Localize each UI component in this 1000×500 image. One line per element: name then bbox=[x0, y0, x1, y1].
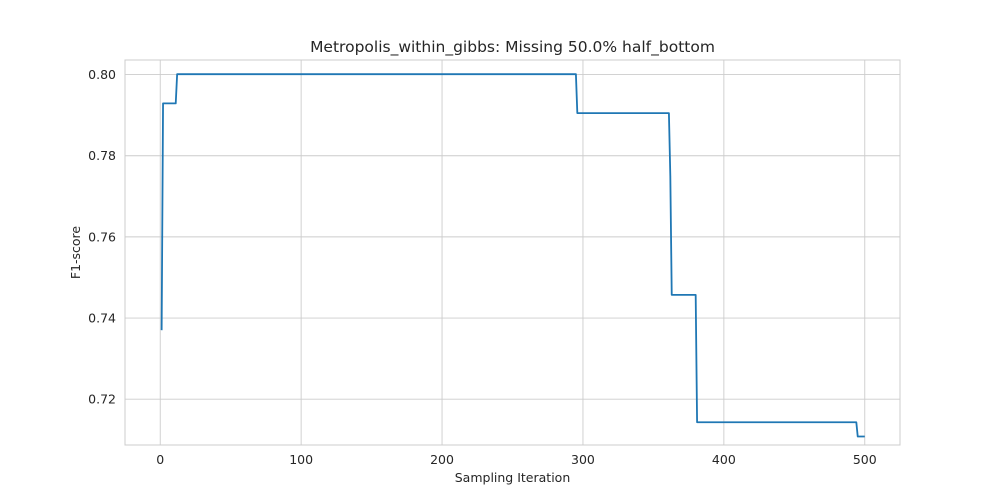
series-layer bbox=[160, 73, 865, 438]
y-tick-label: 0.80 bbox=[88, 67, 116, 82]
series-line bbox=[160, 73, 865, 438]
x-tick-label: 500 bbox=[853, 452, 877, 467]
x-tick-label: 0 bbox=[156, 452, 164, 467]
y-axis-label: F1-score bbox=[68, 226, 83, 280]
plot-frame bbox=[124, 59, 901, 446]
x-tick-label: 100 bbox=[289, 452, 313, 467]
y-tick-label: 0.72 bbox=[88, 392, 116, 407]
x-tick-label: 300 bbox=[571, 452, 595, 467]
x-tick-label: 400 bbox=[712, 452, 736, 467]
x-axis-label: Sampling Iteration bbox=[455, 470, 571, 485]
y-tick-label: 0.74 bbox=[88, 311, 116, 326]
y-tick-label: 0.76 bbox=[88, 229, 116, 244]
grid-layer bbox=[125, 60, 900, 445]
y-tick-labels: 0.72 0.74 0.76 0.78 0.80 bbox=[88, 67, 116, 407]
chart-title: Metropolis_within_gibbs: Missing 50.0% h… bbox=[310, 38, 715, 57]
y-tick-label: 0.78 bbox=[88, 148, 116, 163]
x-tick-labels: 0 100 200 300 400 500 bbox=[156, 452, 876, 467]
x-tick-label: 200 bbox=[430, 452, 454, 467]
